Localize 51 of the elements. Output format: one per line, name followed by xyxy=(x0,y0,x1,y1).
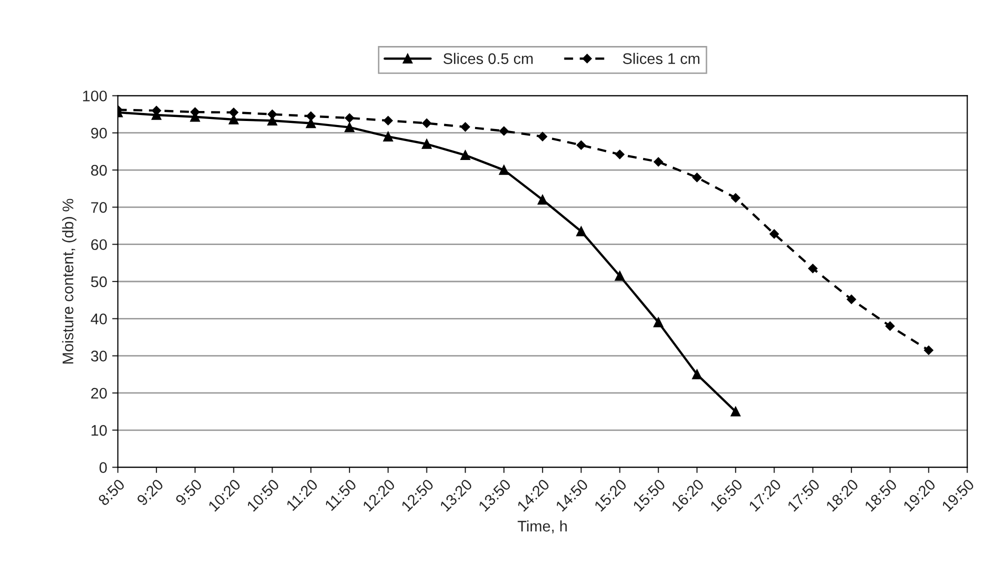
point xyxy=(615,150,624,160)
point xyxy=(885,321,895,331)
point xyxy=(383,132,393,142)
point xyxy=(460,122,470,132)
point xyxy=(924,346,934,355)
point xyxy=(730,406,740,416)
point xyxy=(460,150,470,160)
point xyxy=(229,108,238,118)
point xyxy=(499,165,509,175)
point xyxy=(538,194,548,205)
point xyxy=(692,172,702,182)
legend-label: Slices 1 cm xyxy=(622,52,700,64)
y-tick-label: 60 xyxy=(91,239,107,250)
point xyxy=(576,140,586,150)
point xyxy=(846,294,856,304)
point xyxy=(190,107,200,117)
point xyxy=(344,113,354,123)
y-axis-title: Moisture content, (db) % xyxy=(62,198,76,364)
x-tick-label: 9:50 xyxy=(174,478,203,506)
point xyxy=(228,114,239,124)
y-tick-label: 30 xyxy=(91,350,107,362)
point xyxy=(383,116,393,126)
x-tick-label: 8:50 xyxy=(98,478,126,506)
point xyxy=(306,112,316,121)
point xyxy=(538,132,548,142)
point xyxy=(306,118,316,128)
point xyxy=(422,118,432,128)
y-tick-label: 90 xyxy=(91,128,107,139)
y-tick-label: 80 xyxy=(91,164,107,176)
x-tick-label: 9:20 xyxy=(136,478,164,506)
point xyxy=(692,370,702,380)
point xyxy=(808,264,818,274)
point xyxy=(654,318,664,328)
point xyxy=(268,110,277,119)
y-tick-label: 100 xyxy=(83,90,107,102)
point xyxy=(770,229,779,239)
y-tick-label: 20 xyxy=(91,388,107,399)
point xyxy=(654,157,664,166)
point xyxy=(576,226,586,236)
x-axis-title: Time, h xyxy=(518,520,567,534)
y-tick-label: 10 xyxy=(92,425,107,436)
point xyxy=(422,139,432,149)
y-tick-label: 50 xyxy=(91,276,107,288)
point xyxy=(614,271,625,281)
point xyxy=(499,126,509,136)
legend-label: Slices 0.5 cm xyxy=(444,52,533,64)
y-tick-label: 0 xyxy=(100,462,107,473)
point xyxy=(344,122,354,132)
y-tick-label: 40 xyxy=(90,314,107,324)
point xyxy=(730,193,740,203)
y-tick-label: 70 xyxy=(91,202,107,213)
